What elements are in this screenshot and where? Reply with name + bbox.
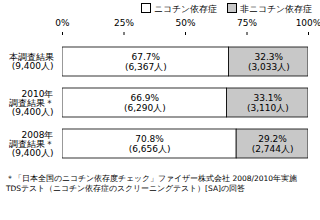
svg-text:66.9%(6,290人): 66.9%(6,290人) (124, 93, 166, 113)
svg-text:70.8%(6,656人): 70.8%(6,656人) (129, 134, 171, 154)
svg-text:本調査結果(9,400人): 本調査結果(9,400人) (9, 52, 54, 71)
html-text:ニコチン依存症: ニコチン依存症 (154, 4, 217, 14)
svg-text:25%: 25% (114, 18, 134, 28)
svg-text:2010年調査結果＊(9,400人): 2010年調査結果＊(9,400人) (9, 89, 54, 117)
html-text:非ニコチン依存症: 非ニコチン依存症 (240, 4, 312, 14)
svg-text:2008年調査結果＊(9,400人): 2008年調査結果＊(9,400人) (9, 130, 54, 158)
svg-text:29.2%(2,744人): 29.2%(2,744人) (252, 134, 294, 154)
html-text:＊「日本全国のニコチン依存度チェック」ファイザー株式会社 2: ＊「日本全国のニコチン依存度チェック」ファイザー株式会社 2008/2010年実… (6, 174, 298, 193)
svg-text:67.7%(6,367人): 67.7%(6,367人) (125, 52, 167, 72)
svg-text:0%: 0% (55, 18, 70, 28)
svg-text:100%: 100% (296, 18, 320, 28)
svg-text:32.3%(3,033人): 32.3%(3,033人) (248, 52, 290, 72)
svg-text:50%: 50% (175, 18, 195, 28)
svg-text:75%: 75% (237, 18, 257, 28)
svg-text:33.1%(3,110人): 33.1%(3,110人) (247, 93, 289, 113)
